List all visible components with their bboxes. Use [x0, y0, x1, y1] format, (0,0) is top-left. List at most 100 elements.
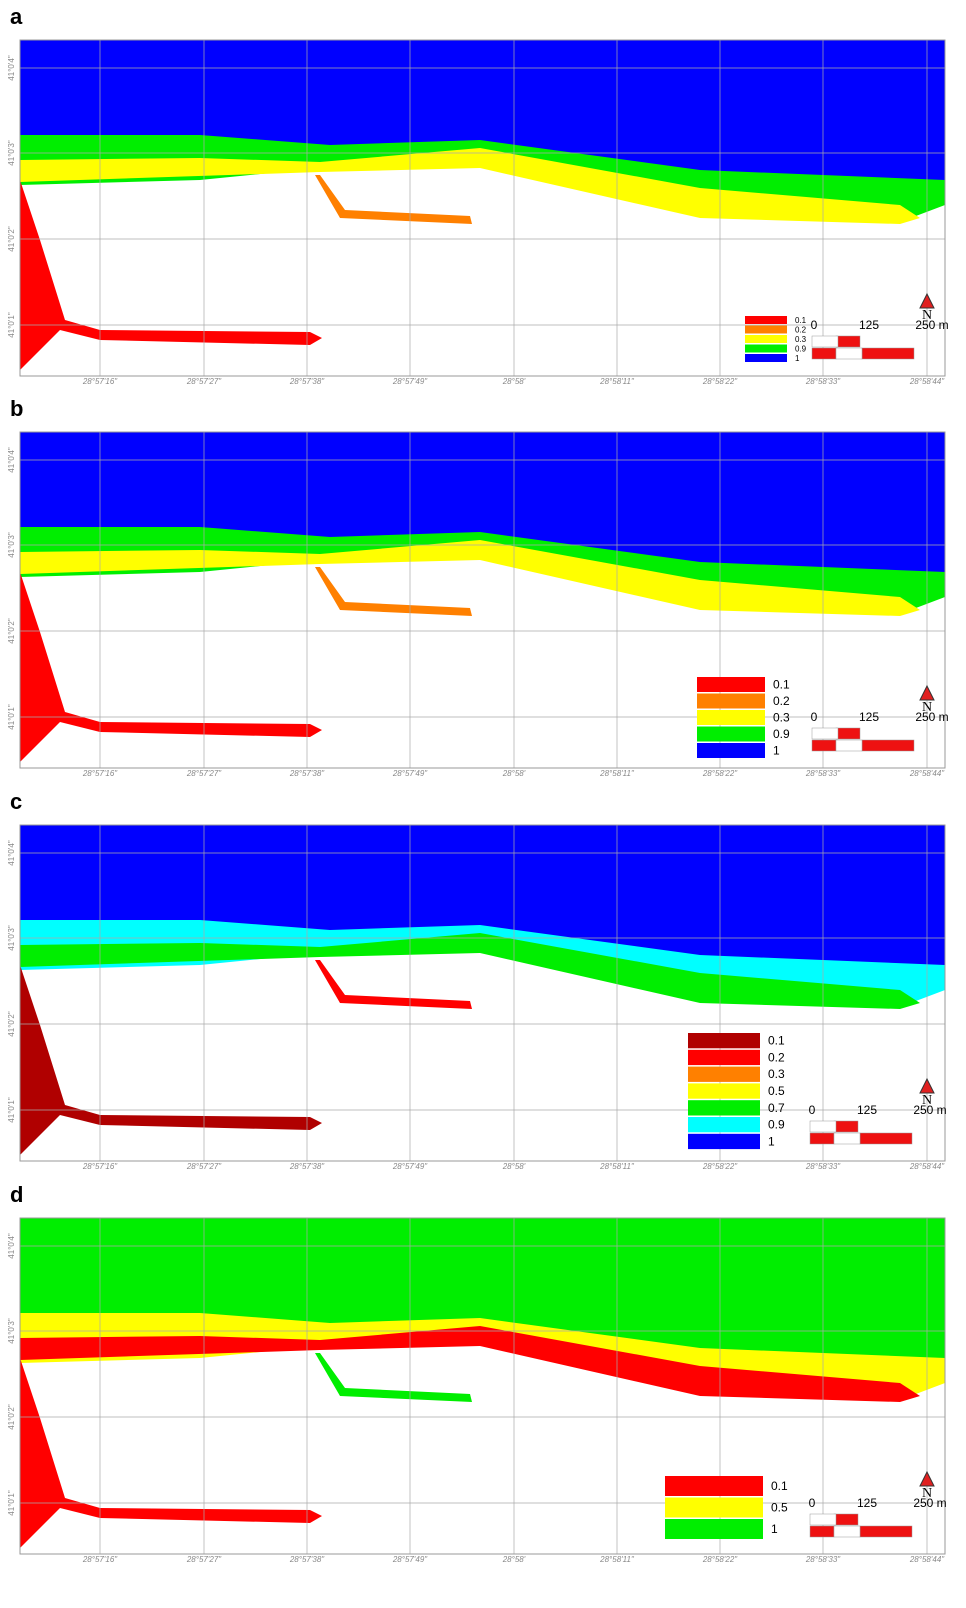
lon-label: 28°58'33" [805, 1162, 841, 1171]
scale-label: 0 [811, 318, 818, 332]
legend-label: 0.1 [768, 1034, 785, 1048]
legend-label: 1 [768, 1134, 775, 1148]
legend-swatch [688, 1066, 760, 1082]
scale-label: 250 m [915, 710, 948, 724]
lat-label: 41°0'4" [7, 55, 16, 81]
scale-label: 250 m [913, 1103, 946, 1117]
lon-label: 28°57'27" [186, 1555, 222, 1564]
panel-label: d [10, 1182, 23, 1207]
legend-label: 0.3 [773, 710, 790, 724]
lat-label: 41°0'1" [7, 704, 16, 730]
legend-swatch [697, 743, 765, 758]
lon-label: 28°58'22" [702, 769, 738, 778]
lat-label: 41°0'2" [7, 226, 16, 252]
map-frame [19, 1217, 946, 1555]
legend-swatch [665, 1476, 763, 1496]
lon-label: 28°57'49" [392, 769, 428, 778]
lon-label: 28°57'27" [186, 1162, 222, 1171]
lon-label: 28°58'33" [805, 1555, 841, 1564]
lon-label: 28°58' [502, 769, 526, 778]
shore-zone [20, 540, 920, 616]
scale-label: 250 m [913, 1496, 946, 1510]
lon-label: 28°57'38" [289, 377, 325, 386]
map-frame [19, 824, 946, 1162]
scale-block [835, 739, 863, 752]
lon-label: 28°58'44" [909, 1555, 945, 1564]
north-arrow [919, 1470, 935, 1487]
breakwater [20, 572, 322, 762]
lon-label: 28°57'16" [82, 769, 118, 778]
lat-label: 41°0'2" [7, 618, 16, 644]
scale-block [809, 1513, 837, 1526]
lon-label: 28°57'49" [392, 1162, 428, 1171]
legend-swatch [665, 1519, 763, 1539]
shore-zone [20, 933, 920, 1009]
lat-label: 41°0'4" [7, 840, 16, 866]
lat-label: 41°0'1" [7, 1097, 16, 1123]
scale-block [835, 347, 863, 360]
lon-label: 28°58'44" [909, 1162, 945, 1171]
scale-block [859, 1525, 913, 1538]
legend-swatch [688, 1033, 760, 1049]
pier [315, 1353, 472, 1402]
scale-block [833, 1120, 859, 1133]
north-arrow [919, 292, 935, 309]
north-label: N [922, 1093, 932, 1108]
lon-label: 28°57'49" [392, 377, 428, 386]
legend-swatch [745, 335, 787, 343]
lat-label: 41°0'3" [7, 925, 16, 951]
scale-block [833, 1132, 861, 1145]
scale-label: 125 [857, 1496, 877, 1510]
lat-label: 41°0'3" [7, 532, 16, 558]
legend-label: 0.1 [795, 316, 807, 325]
legend-label: 0.9 [795, 344, 807, 353]
legend-label: 0.5 [771, 1500, 788, 1514]
scale-block [811, 335, 839, 348]
legend-swatch [688, 1083, 760, 1099]
lon-label: 28°58'11" [599, 377, 635, 386]
scale-block [833, 1513, 859, 1526]
scale-label: 0 [811, 710, 818, 724]
legend-label: 0.3 [795, 335, 807, 344]
lon-label: 28°58'44" [909, 769, 945, 778]
legend-swatch [688, 1117, 760, 1133]
scale-block [811, 727, 839, 740]
legend-swatch [697, 677, 765, 692]
legend-label: 0.2 [768, 1050, 785, 1064]
lat-label: 41°0'4" [7, 447, 16, 473]
lon-label: 28°58'11" [599, 769, 635, 778]
map-frame [19, 431, 946, 769]
legend-swatch [745, 354, 787, 362]
lat-label: 41°0'3" [7, 1318, 16, 1344]
map-panel: c 28°57'16" 28°57'27" 28°57'38" 28°57'49" 28°… [7, 789, 947, 1171]
lat-label: 41°0'1" [7, 312, 16, 338]
lon-label: 28°58'33" [805, 769, 841, 778]
north-arrow [919, 1077, 935, 1094]
legend-swatch [697, 710, 765, 725]
lon-label: 28°58'11" [599, 1162, 635, 1171]
legend-swatch [745, 316, 787, 324]
scale-label: 0 [809, 1496, 816, 1510]
scale-label: 125 [859, 318, 879, 332]
scale-block [811, 347, 837, 360]
pier [315, 175, 472, 224]
scale-label: 125 [857, 1103, 877, 1117]
lon-label: 28°57'16" [82, 1555, 118, 1564]
lon-label: 28°57'38" [289, 769, 325, 778]
lon-label: 28°58'33" [805, 377, 841, 386]
legend-swatch [697, 693, 765, 709]
map-panel: d 28°57'16" 28°57'27" 28°57'38" 28°57'49" 28°… [7, 1182, 947, 1564]
lon-label: 28°58'11" [599, 1555, 635, 1564]
legend-swatch [697, 726, 765, 742]
scale-label: 125 [859, 710, 879, 724]
lat-label: 41°0'2" [7, 1404, 16, 1430]
scale-block [859, 1132, 913, 1145]
legend-label: 0.1 [771, 1479, 788, 1493]
lon-label: 28°58'22" [702, 1555, 738, 1564]
map-panel: a 28°57'16" 28°57'27" 28°57'38" 28°57'49" 28°… [7, 4, 949, 386]
shore-zone [20, 1326, 920, 1402]
lon-label: 28°58'22" [702, 377, 738, 386]
legend-label: 0.5 [768, 1084, 785, 1098]
panel-label: b [10, 396, 23, 421]
lon-label: 28°57'27" [186, 769, 222, 778]
